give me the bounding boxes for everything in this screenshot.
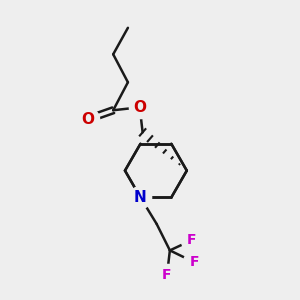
Text: F: F bbox=[187, 233, 197, 247]
Text: F: F bbox=[189, 255, 199, 269]
Text: O: O bbox=[82, 112, 95, 127]
Text: F: F bbox=[162, 268, 172, 282]
Text: O: O bbox=[133, 100, 146, 115]
Text: N: N bbox=[134, 190, 147, 205]
